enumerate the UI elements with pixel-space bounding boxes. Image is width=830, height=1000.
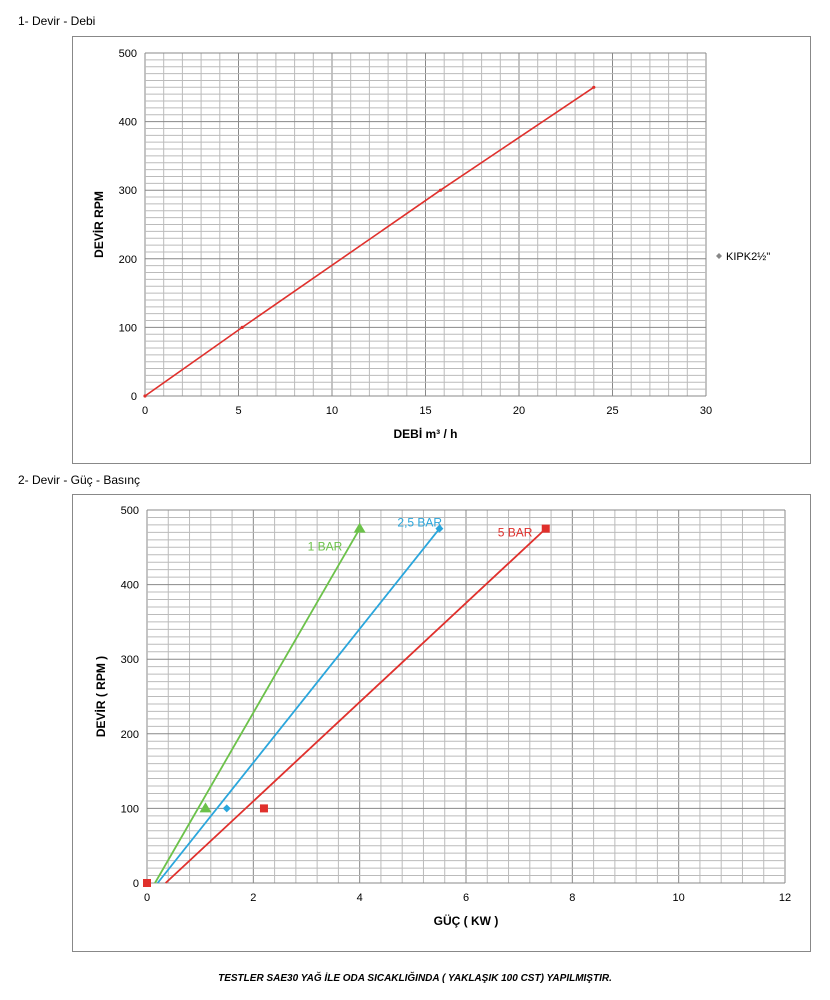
series-line [156,528,441,884]
data-point [240,325,244,329]
x-tick-label: 6 [463,892,469,904]
series-line [144,86,595,397]
y-tick-label: 500 [121,505,139,517]
data-point [592,85,596,89]
series-label: 1 BAR [308,540,343,554]
square-marker [143,879,151,887]
y-tick-label: 300 [119,185,137,197]
diamond-marker [222,804,231,813]
x-tick-label: 20 [513,405,525,417]
x-tick-label: 12 [779,892,791,904]
series-line [164,527,547,884]
x-tick-label: 0 [144,892,150,904]
x-tick-label: 2 [250,892,256,904]
y-tick-label: 400 [119,117,137,129]
x-axis-label: GÜÇ ( KW ) [434,913,499,928]
y-tick-label: 0 [133,878,139,890]
x-tick-label: 30 [700,405,712,417]
y-axis-label: DEVİR ( RPM ) [93,656,108,737]
x-tick-label: 8 [569,892,575,904]
series-label: 5 BAR [498,526,533,540]
x-tick-label: 5 [235,405,241,417]
square-marker [541,524,550,533]
y-axis-label: DEVİR RPM [91,191,106,258]
y-tick-label: 200 [121,729,139,741]
y-tick-label: 300 [121,654,139,666]
series-line [154,528,361,884]
footer-note: TESTLER SAE30 YAĞ İLE ODA SICAKLIĞINDA (… [218,973,612,984]
x-tick-label: 0 [142,405,148,417]
y-tick-label: 500 [119,48,137,60]
y-tick-label: 100 [119,322,137,334]
y-tick-label: 200 [119,254,137,266]
section-title-2: 2- Devir - Güç - Basınç [18,473,141,487]
triangle-marker [199,802,212,813]
x-tick-label: 4 [357,892,363,904]
x-tick-label: 15 [419,405,431,417]
chart-frame-1 [72,36,811,464]
x-axis-label: DEBİ m³ / h [393,426,457,441]
y-tick-label: 400 [121,580,139,592]
section-title-1: 1- Devir - Debi [18,14,96,28]
legend-marker [716,253,722,259]
square-marker [259,804,268,813]
series-label: 2,5 BAR [397,516,442,530]
y-tick-label: 0 [131,391,137,403]
x-tick-label: 25 [606,405,618,417]
x-tick-label: 10 [326,405,338,417]
legend-label: KIPK2½" [726,251,770,263]
y-tick-label: 100 [121,803,139,815]
triangle-marker [353,522,366,533]
data-point [143,394,147,398]
x-tick-label: 10 [673,892,685,904]
data-point [438,188,443,192]
diamond-marker [435,524,444,533]
